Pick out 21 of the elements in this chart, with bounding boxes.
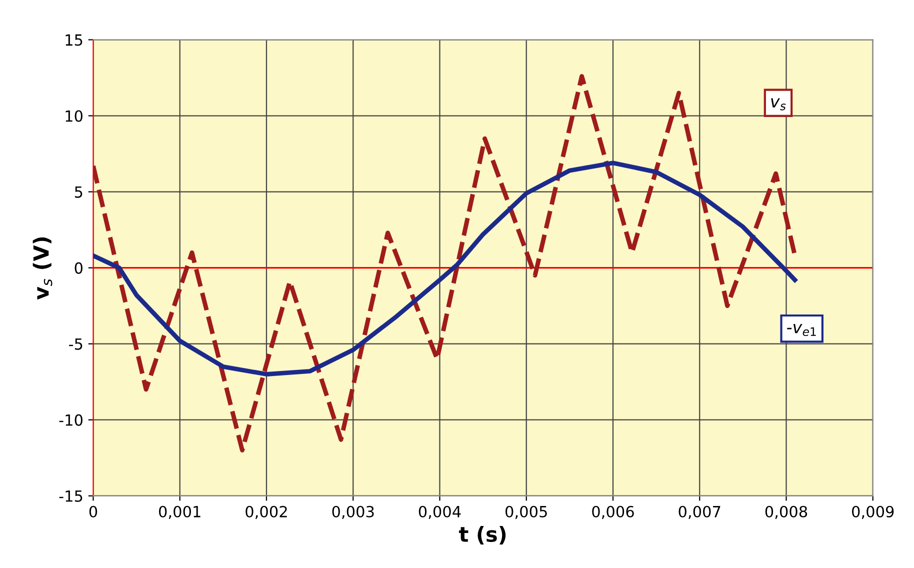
y-tick-label: 0 (74, 262, 82, 274)
y-axis-title: v$_{s}$ (V) (32, 237, 52, 300)
y-tick-label: -5 (69, 338, 82, 350)
x-tick-label: 0,003 (332, 506, 374, 519)
text: -v$_{e1}$ (787, 324, 816, 336)
x-tick-label: 0,006 (592, 506, 634, 519)
y-tick-label: 10 (66, 110, 82, 122)
x-axis-title: t (s) (458, 526, 506, 545)
y-tick-label: -10 (59, 414, 82, 426)
x-tick-label: 0,009 (852, 506, 894, 519)
x-tick-label: 0,004 (418, 506, 461, 519)
x-tick-label: 0,001 (158, 506, 200, 519)
y-tick-label: 5 (74, 186, 82, 198)
x-tick-label: 0,007 (678, 506, 720, 519)
text: v$_{s}$ (771, 98, 786, 110)
x-tick-label: 0,008 (765, 506, 808, 519)
y-tick-label: -15 (59, 490, 82, 502)
x-tick-label: 0 (89, 506, 98, 518)
y-tick-label: 15 (66, 34, 82, 46)
x-tick-label: 0,005 (506, 506, 547, 519)
x-tick-label: 0,002 (246, 506, 287, 519)
